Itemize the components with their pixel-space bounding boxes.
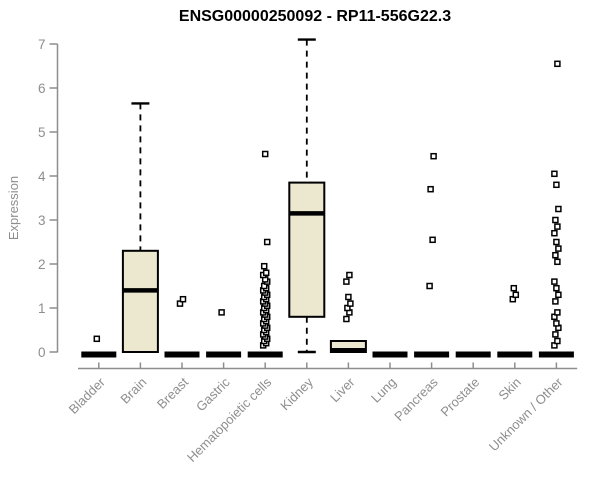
outlier-point-unknown-other: [554, 258, 561, 266]
collapsed-box-gastric: [206, 351, 242, 358]
outlier-point-hematopoietic-cells: [262, 269, 270, 277]
outlier-point-bladder: [93, 335, 101, 343]
chart-title: ENSG00000250092 - RP11-556G22.3: [178, 8, 452, 25]
outlier-point-liver: [343, 315, 350, 323]
outlier-point-unknown-other: [553, 238, 560, 246]
category-label-unknown-other: Unknown / Other: [486, 374, 566, 454]
collapsed-box-hematopoietic-cells: [247, 351, 283, 358]
outlier-point-breast: [179, 295, 187, 303]
outlier-point-liver: [347, 300, 354, 307]
category-label-lung: Lung: [368, 375, 399, 406]
outlier-point-liver: [343, 278, 350, 285]
outlier-point-pancreas: [427, 185, 434, 193]
category-label-brain: Brain: [117, 375, 149, 407]
collapsed-box-skin: [497, 351, 533, 358]
outlier-point-unknown-other: [554, 60, 561, 68]
y-tick-label: 1: [38, 301, 46, 316]
outlier-point-liver: [345, 293, 352, 301]
y-tick-label: 0: [38, 345, 46, 360]
collapsed-box-lung: [372, 351, 408, 358]
outlier-point-unknown-other: [554, 337, 561, 345]
outlier-point-hematopoietic-cells: [261, 150, 269, 158]
outlier-point-unknown-other: [553, 320, 560, 327]
outlier-point-unknown-other: [553, 181, 560, 189]
category-label-pancreas: Pancreas: [391, 374, 441, 424]
outlier-point-unknown-other: [554, 223, 561, 230]
outlier-point-gastric: [218, 309, 225, 316]
box-kidney: [288, 181, 326, 318]
category-label-breast: Breast: [154, 374, 191, 411]
outlier-point-pancreas: [430, 152, 437, 160]
y-tick-label: 6: [38, 81, 46, 96]
outlier-point-unknown-other: [552, 251, 559, 259]
outlier-point-unknown-other: [551, 170, 558, 178]
y-tick-label: 4: [38, 169, 46, 184]
collapsed-box-bladder: [81, 351, 117, 358]
collapsed-box-breast: [164, 351, 200, 358]
category-label-liver: Liver: [327, 374, 358, 405]
outlier-point-hematopoietic-cells: [263, 238, 271, 246]
outlier-point-hematopoietic-cells: [260, 262, 268, 270]
category-label-gastric: Gastric: [193, 374, 233, 414]
outlier-point-unknown-other: [552, 331, 559, 338]
category-label-skin: Skin: [495, 375, 523, 403]
category-label-prostate: Prostate: [437, 375, 482, 420]
outlier-point-unknown-other: [554, 309, 561, 316]
collapsed-box-prostate: [455, 351, 491, 358]
category-label-kidney: Kidney: [277, 374, 316, 413]
category-label-bladder: Bladder: [66, 374, 109, 417]
collapsed-box-unknown-other: [538, 351, 574, 358]
outlier-point-unknown-other: [551, 278, 558, 285]
outlier-point-unknown-other: [555, 205, 562, 213]
box-brain: [121, 249, 159, 353]
outlier-point-unknown-other: [555, 291, 562, 299]
y-tick-label: 2: [38, 257, 46, 272]
outlier-point-liver: [346, 271, 353, 279]
outlier-point-unknown-other: [555, 245, 562, 252]
outlier-point-unknown-other: [551, 229, 558, 237]
y-tick-label: 7: [38, 37, 46, 52]
outlier-point-unknown-other: [553, 284, 560, 292]
outlier-point-unknown-other: [552, 298, 559, 305]
y-axis-title: Expression: [6, 175, 21, 241]
outlier-point-unknown-other: [552, 216, 559, 224]
outlier-point-skin: [510, 284, 518, 292]
y-tick-label: 3: [38, 213, 46, 228]
collapsed-box-pancreas: [414, 351, 450, 358]
outlier-point-skin: [512, 291, 520, 299]
outlier-point-pancreas: [429, 236, 436, 244]
outlier-point-pancreas: [426, 282, 433, 290]
y-tick-label: 5: [38, 125, 46, 140]
